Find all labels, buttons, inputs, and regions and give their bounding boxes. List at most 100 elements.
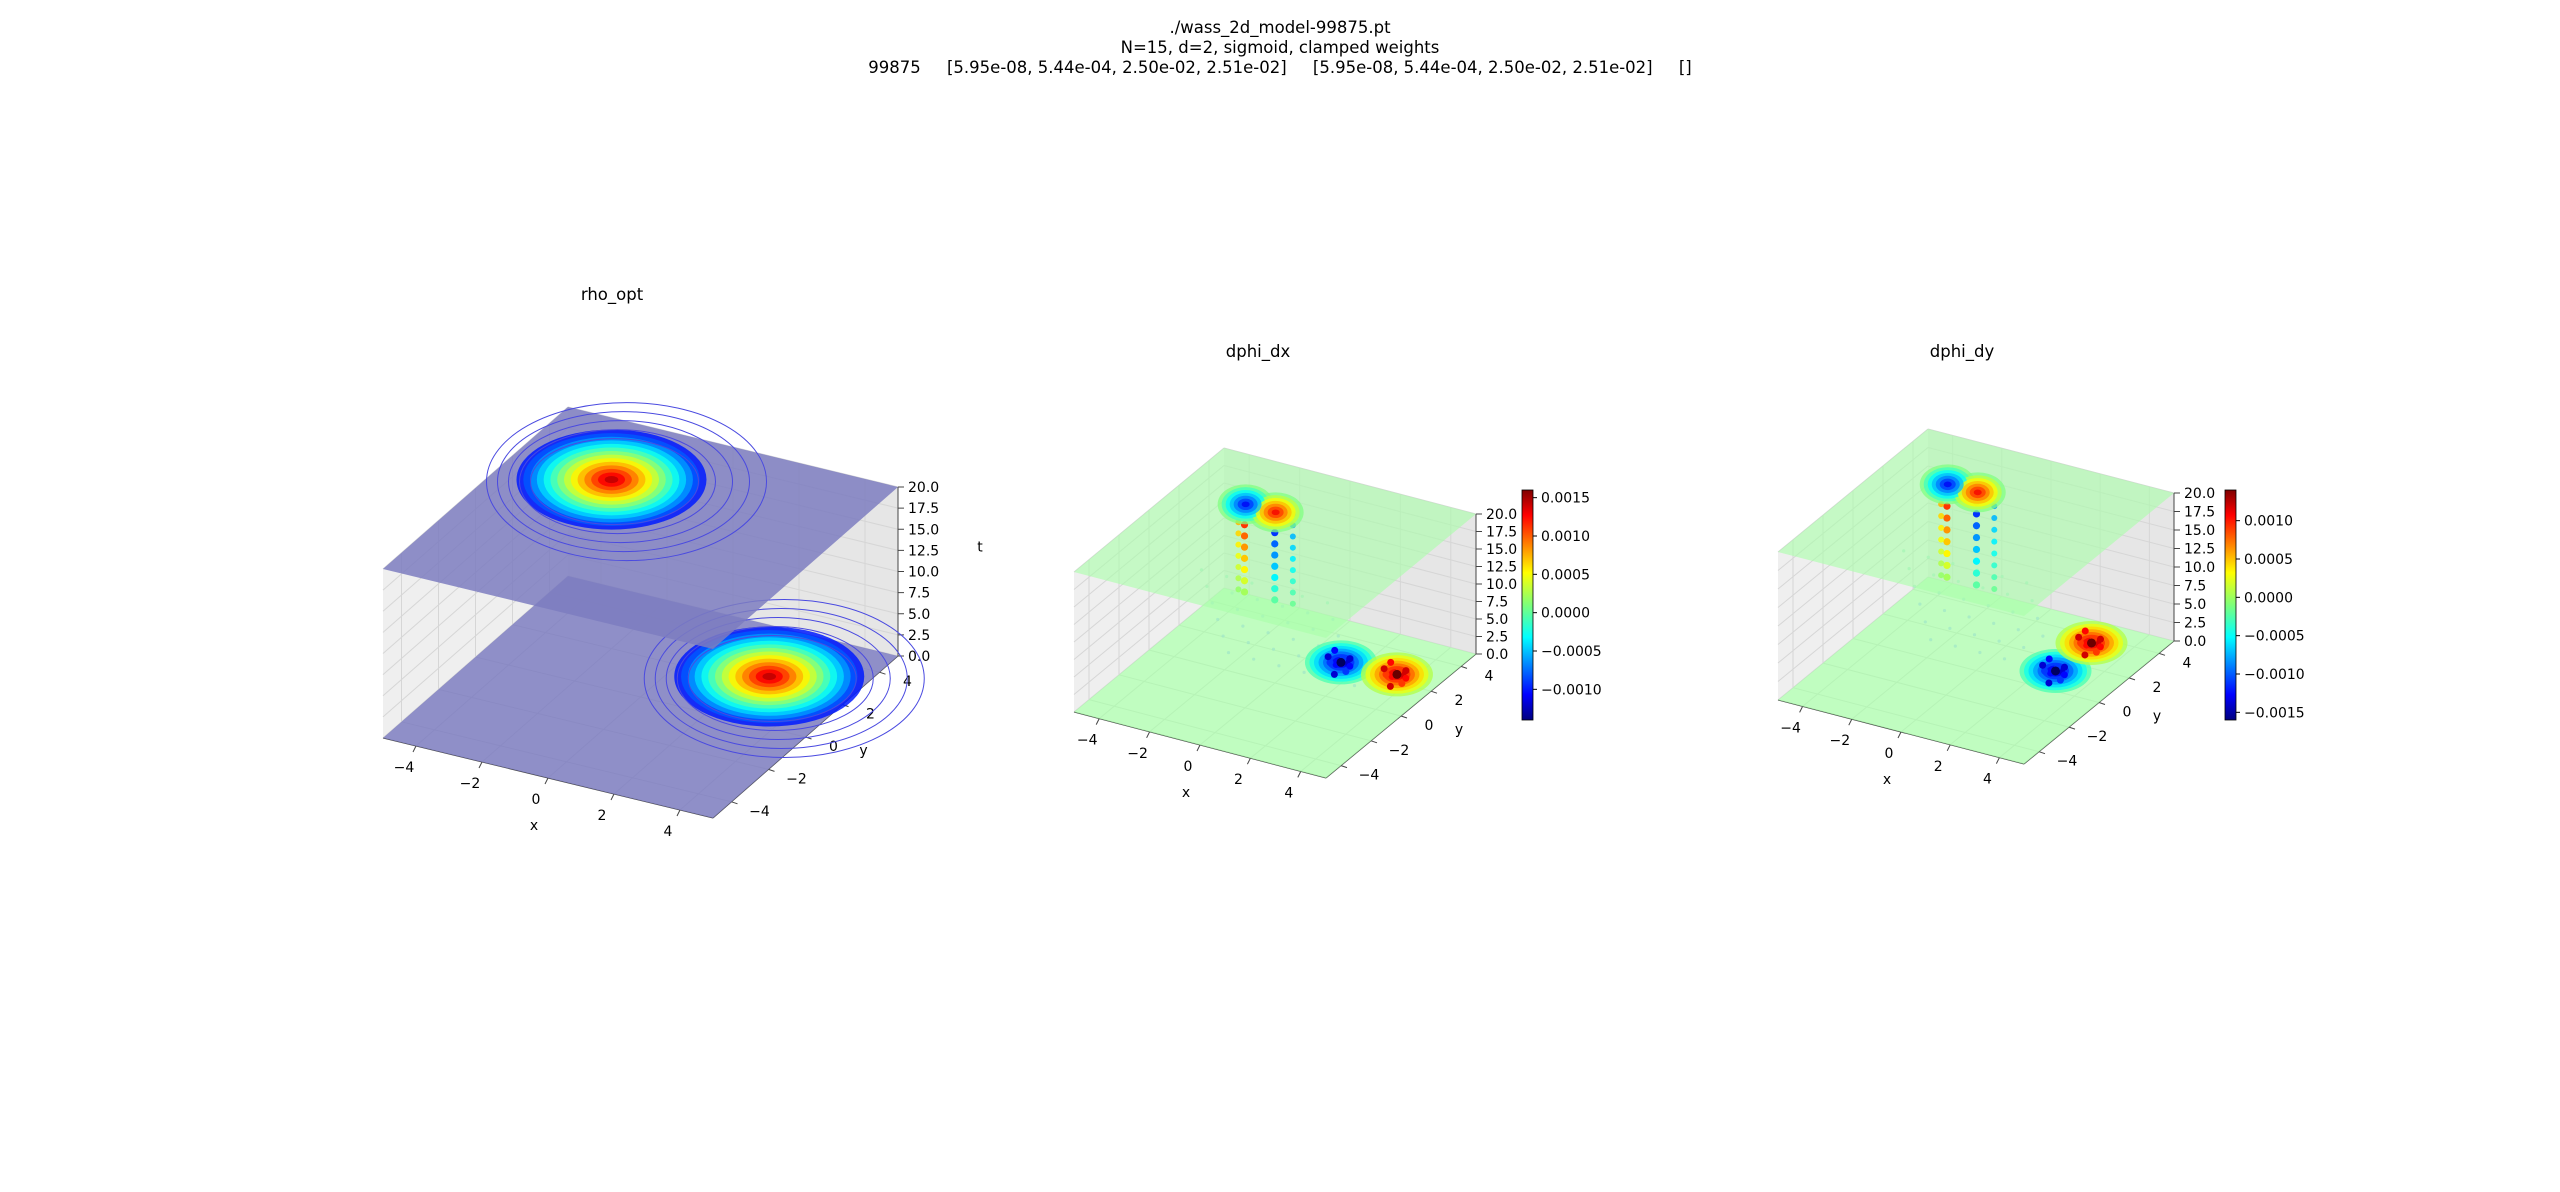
z-tick-label: 20.0 [1486,507,1517,523]
gradient-blob [1241,501,1250,508]
z-tick-label: 17.5 [2184,505,2215,521]
contour-line [676,626,874,731]
gradient-blob [1943,481,1952,488]
scatter-point [1387,658,1395,666]
scatter-point [1240,588,1249,596]
scatter-point [1252,657,1256,661]
contour-line [654,608,908,749]
subplot-rho-opt: −4−2024x−4−2024y0.02.55.07.510.012.515.0… [382,285,983,840]
scatter-point [1972,557,1981,565]
scatter-point [2096,643,2104,651]
colorbar-tick-label: −0.0010 [2244,667,2305,683]
scatter-point [1938,548,1945,555]
scatter-point [1289,533,1296,540]
scatter-point [1271,596,1279,604]
scatter-point [1235,552,1242,559]
contour-line [508,420,733,544]
scatter-point [1271,551,1279,559]
scatter-point [1326,658,1334,666]
scatter-point [1289,555,1296,562]
scatter-point [2096,635,2104,643]
scatter-point [2087,638,2096,648]
scatter-point [1289,578,1296,585]
y-tick-mark [879,671,886,675]
colorbar-tick-label: 0.0005 [2244,552,2293,568]
scatter-point [1972,533,1981,542]
y-tick-mark [2038,751,2046,755]
z-tick-label: 7.5 [1486,595,1508,611]
scatter-point [1382,670,1390,678]
scatter-point [1918,602,1922,606]
contour-line [687,635,857,722]
x-tick-mark [478,761,483,769]
scatter-point [1331,646,1339,654]
scatter-point [1246,641,1250,645]
scatter-point [1240,565,1249,574]
x-tick-label: 0 [1184,759,1193,775]
scatter-point [1216,617,1220,622]
colorbar [2224,489,2237,721]
x-tick-label: −4 [1077,733,1098,749]
y-tick-label: 2 [2153,680,2162,696]
y-tick-label: 2 [1455,693,1464,709]
y-tick-label: −4 [749,804,770,820]
y-tick-mark [1400,715,1408,719]
scatter-point [1398,680,1406,688]
z-tick-label: 2.5 [908,628,930,644]
scatter-point [1241,624,1245,628]
scatter-point [1938,560,1945,567]
scatter-point [1972,569,1981,577]
scatter-point [1289,567,1296,574]
y-tick-mark [1430,690,1438,694]
x-tick-label: −2 [460,776,481,792]
scatter-point [2041,667,2049,675]
dipole-t0 [1304,640,1433,697]
colorbar-tick-label: −0.0015 [2244,705,2305,721]
x-tick-mark [544,777,549,785]
scatter-point [1336,634,1340,638]
scatter-point [2016,628,2020,632]
colorbar-tick-label: −0.0010 [1541,682,1602,698]
z-axis-label: t [977,540,983,556]
dipole-t0 [2019,620,2128,693]
scatter-point [1992,621,1996,625]
scatter-point [1972,522,1981,530]
scatter-point [2081,651,2089,659]
contour-line [530,438,699,526]
y-tick-label: 2 [866,707,875,723]
colorbar-tick-label: 0.0000 [2244,590,2293,606]
scatter-point [1943,573,1951,581]
y-tick-mark [1340,765,1348,769]
z-tick-label: 17.5 [1486,525,1517,541]
x-tick-label: −2 [1829,733,1850,749]
y-tick-label: 4 [1485,668,1494,684]
scatter-point [1289,600,1296,607]
scatter-point [1291,637,1295,641]
suptitle-line-3: 99875 [5.95e-08, 5.44e-04, 2.50e-02, 2.5… [868,58,1692,77]
scatter-point [1402,674,1410,682]
subplot-title: rho_opt [581,285,644,305]
suptitle-line-2: N=15, d=2, sigmoid, clamped weights [1120,38,1440,57]
z-tick-label: 12.5 [2184,542,2215,558]
scatter-point [2060,671,2068,679]
y-tick-label: 0 [1425,718,1434,734]
scatter-point [2075,633,2083,641]
scatter-point [2035,616,2040,620]
scatter-point [1346,662,1354,670]
y-tick-label: −2 [1389,743,1410,759]
scatter-point [1942,608,1947,613]
scatter-point [1991,538,1998,545]
x-tick-label: 4 [664,824,673,840]
x-tick-mark [676,809,681,817]
scatter-point [1235,586,1242,593]
z-tick-label: 5.0 [908,607,930,623]
z-tick-label: 7.5 [908,586,930,602]
z-tick-label: 20.0 [908,480,939,496]
x-tick-mark [610,793,615,801]
scatter-point [1289,544,1296,551]
colorbar-tick-label: −0.0005 [2244,629,2305,645]
scatter-point [1997,639,2001,643]
scatter-point [1948,626,1952,630]
scatter-point [1929,638,1933,642]
